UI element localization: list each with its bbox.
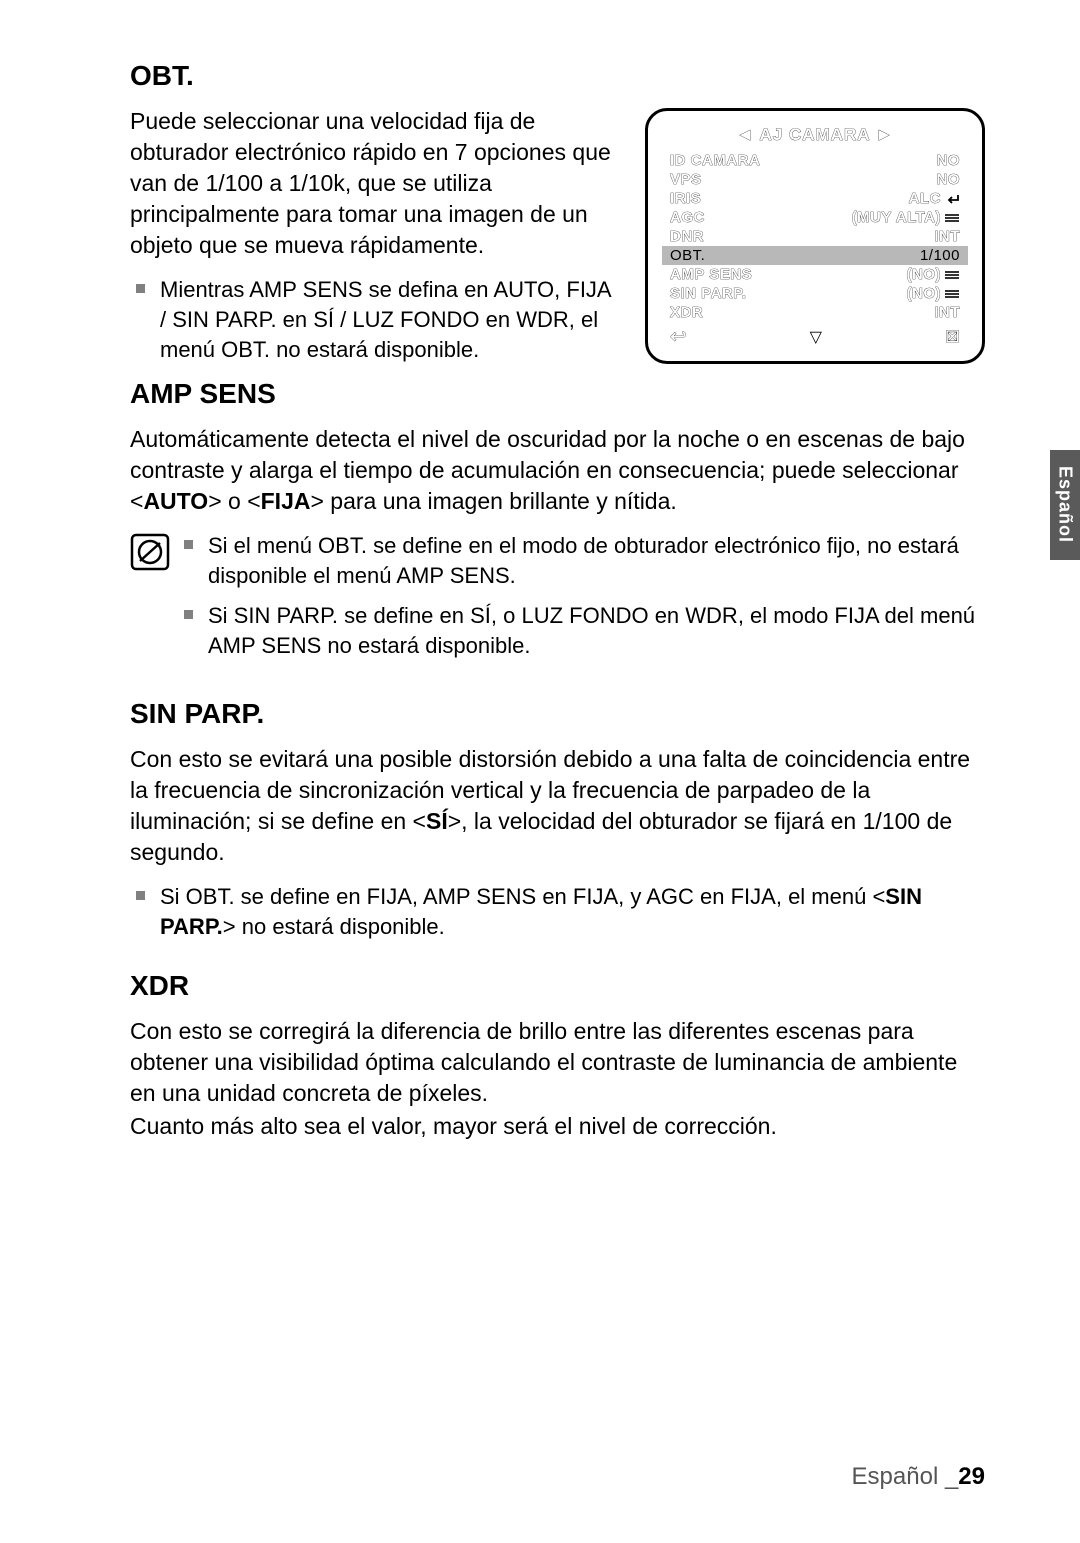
osd-menu: ◄ AJ CAMARA ► ID CAMARANOVPSNOIRISALCAGC… (645, 108, 985, 364)
obt-paragraph: Puede seleccionar una velocidad fija de … (130, 106, 615, 261)
obt-bullet-1: Mientras AMP SENS se defina en AUTO, FIJ… (160, 275, 615, 364)
down-arrow-icon: ▽ (810, 327, 822, 347)
page-footer: Español _29 (852, 1463, 985, 1491)
osd-row: SIN PARP.(NO) (666, 284, 964, 303)
sinparp-heading: SIN PARP. (130, 698, 985, 730)
ampsens-paragraph: Automáticamente detecta el nivel de oscu… (130, 424, 985, 517)
xdr-heading: XDR (130, 970, 985, 1002)
osd-row: DNRINT (666, 227, 964, 246)
osd-row: XDRINT (666, 303, 964, 322)
ampsens-heading: AMP SENS (130, 378, 985, 410)
sinparp-paragraph: Con esto se evitará una posible distorsi… (130, 744, 985, 868)
note-icon (130, 533, 170, 571)
ampsens-note: Si el menú OBT. se define en el modo de … (130, 531, 985, 670)
osd-footer: ↩ ▽ ⊠ (666, 322, 964, 349)
xdr-paragraph-2: Cuanto más alto sea el valor, mayor será… (130, 1111, 985, 1142)
osd-row: AGC(MUY ALTA) (666, 208, 964, 227)
osd-row: VPSNO (666, 170, 964, 189)
language-tab: Español (1050, 450, 1080, 560)
osd-row: IRISALC (666, 189, 964, 208)
osd-row: OBT.1/100 (662, 246, 968, 265)
ampsens-note-1: Si el menú OBT. se define en el modo de … (208, 531, 985, 590)
close-icon: ⊠ (945, 326, 960, 347)
sinparp-bullets: Si OBT. se define en FIJA, AMP SENS en F… (130, 882, 985, 941)
osd-row: AMP SENS(NO) (666, 265, 964, 284)
ampsens-note-2: Si SIN PARP. se define en SÍ, o LUZ FOND… (208, 601, 985, 660)
sinparp-bullet-1: Si OBT. se define en FIJA, AMP SENS en F… (160, 882, 985, 941)
osd-row: ID CAMARANO (666, 151, 964, 170)
back-icon: ↩ (670, 324, 687, 349)
obt-bullets: Mientras AMP SENS se defina en AUTO, FIJ… (130, 275, 615, 364)
osd-title: ◄ AJ CAMARA ► (666, 125, 964, 145)
xdr-paragraph-1: Con esto se corregirá la diferencia de b… (130, 1016, 985, 1109)
obt-heading: OBT. (130, 60, 615, 92)
